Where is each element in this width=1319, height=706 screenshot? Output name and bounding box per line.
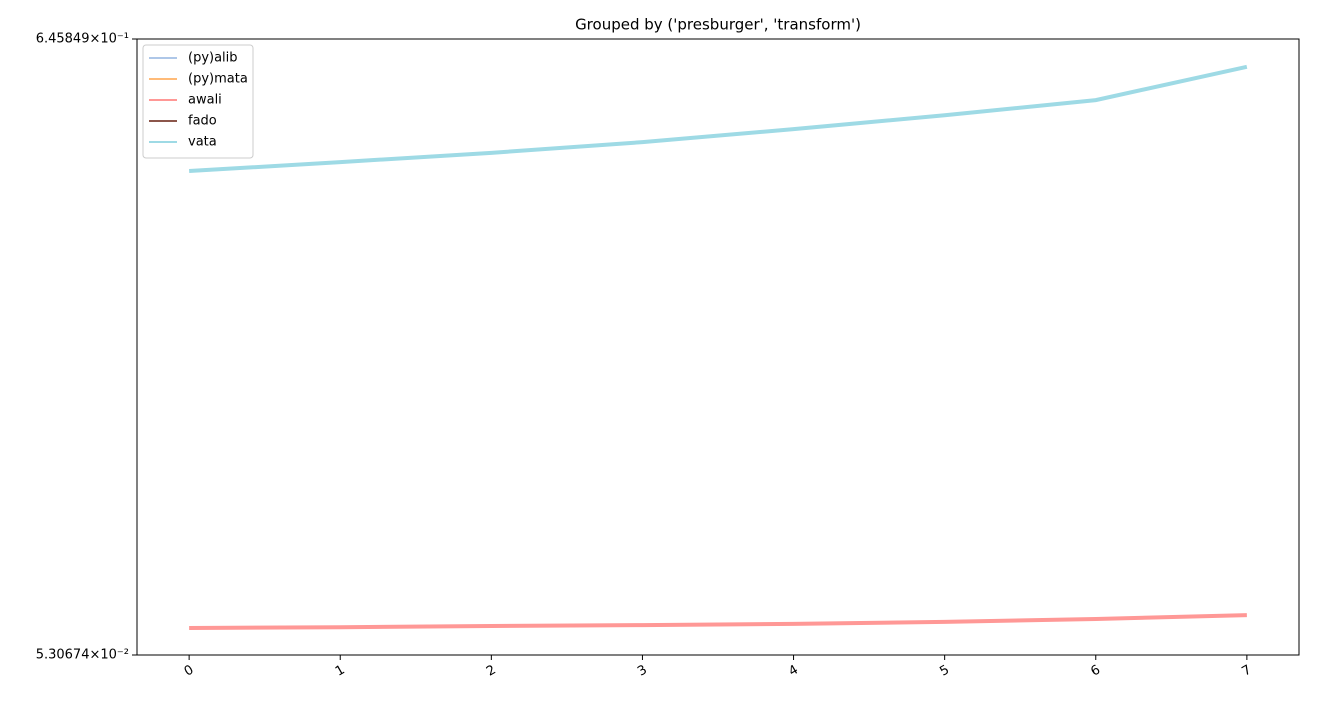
y-tick-label: 6.45849×10⁻¹	[36, 32, 129, 47]
series-line	[189, 613, 1247, 631]
legend-label: (py)mata	[188, 72, 248, 87]
legend-label: fado	[188, 114, 217, 129]
y-tick-label: 5.30674×10⁻²	[36, 648, 129, 663]
series-line	[189, 64, 1248, 174]
plot-frame	[136, 38, 1300, 656]
legend-label: vata	[188, 135, 217, 150]
legend-label: awali	[188, 93, 222, 108]
legend-label: (py)alib	[188, 51, 238, 66]
legend-box	[142, 44, 254, 159]
chart-title: Grouped by ('presburger', 'transform')	[575, 16, 861, 34]
